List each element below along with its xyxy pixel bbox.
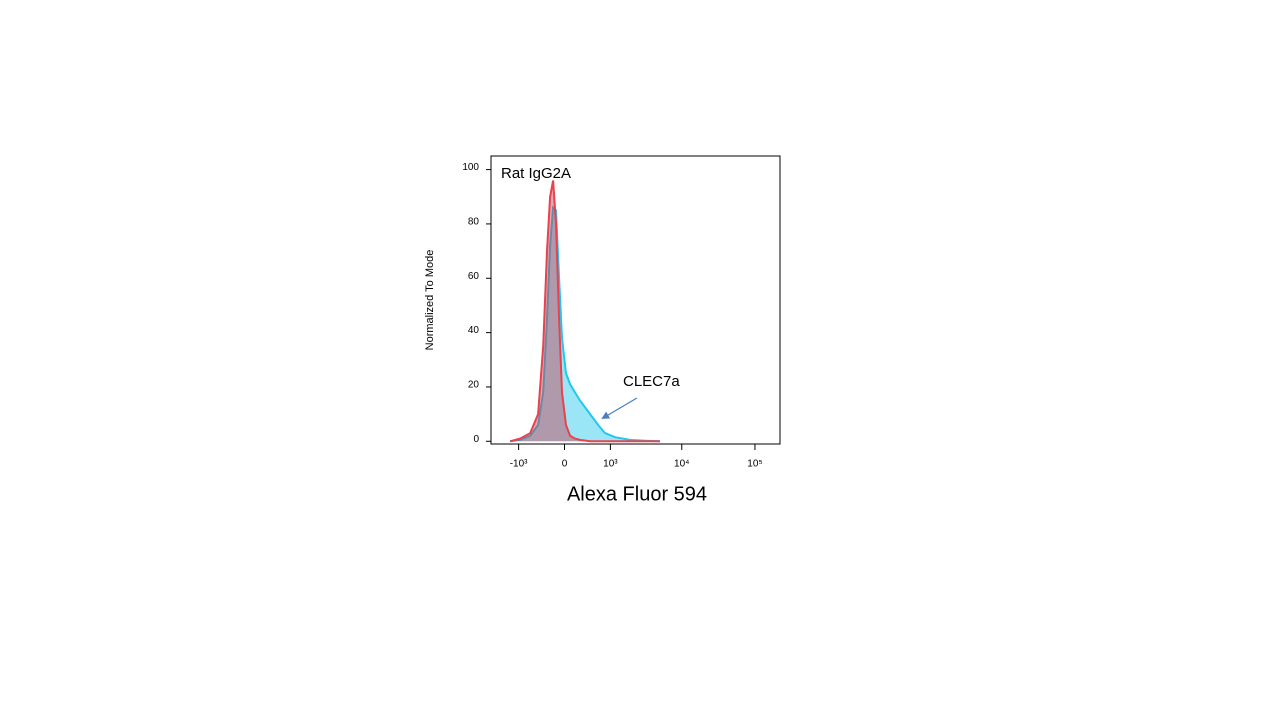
histogram-line: [509, 205, 661, 443]
series-annotation: CLEC7a: [623, 373, 680, 390]
y-axis-label: Normalized To Mode: [424, 250, 436, 351]
histogram-area: [510, 207, 660, 442]
y-tick-label: 40: [468, 325, 480, 336]
y-tick-label: 80: [468, 217, 480, 228]
x-tick-label: 10⁵: [747, 459, 762, 470]
x-tick-label: 10³: [603, 459, 618, 470]
histogram-area: [510, 180, 660, 442]
series-annotation: Rat IgG2A: [501, 165, 571, 182]
annotation-arrow: [601, 397, 638, 420]
x-axis-label: Alexa Fluor 594: [567, 483, 707, 505]
x-tick-label: 0: [562, 459, 568, 470]
y-tick-label: 20: [468, 380, 480, 391]
plot-frame: [490, 155, 781, 445]
x-tick-label: 10⁴: [674, 459, 689, 470]
y-tick-label: 0: [473, 434, 479, 445]
y-tick-label: 100: [462, 162, 479, 173]
histogram-line: [509, 180, 660, 443]
x-tick-label: -10³: [510, 459, 528, 470]
y-tick-label: 60: [468, 271, 480, 282]
